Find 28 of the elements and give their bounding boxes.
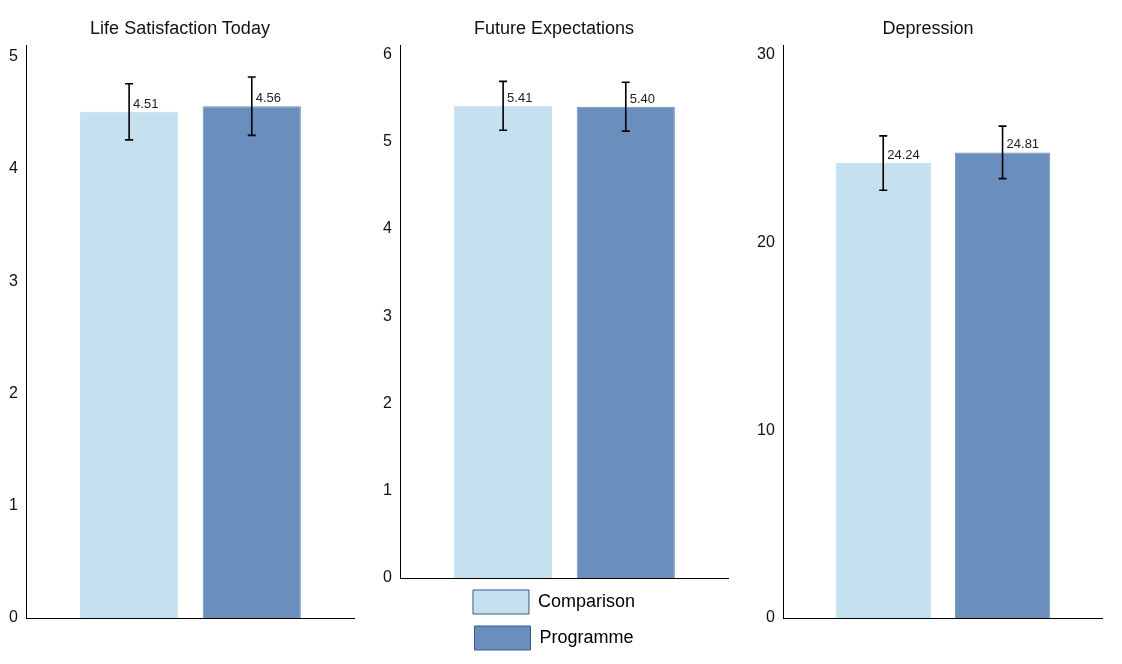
y-tick-label: 1 (382, 481, 392, 499)
y-tick-label: 0 (382, 568, 392, 586)
chart-title: Depression (882, 17, 974, 38)
y-tick-label: 0 (8, 608, 18, 626)
data-label: 24.81 (1006, 136, 1040, 152)
y-tick-label: 4 (382, 219, 392, 237)
data-label: 4.51 (133, 95, 159, 111)
y-tick-label: 2 (8, 383, 18, 401)
y-tick-label: 10 (757, 420, 775, 438)
legend-label: Comparison (537, 590, 636, 611)
y-tick-label: 1 (8, 496, 18, 514)
chart-title: Future Expectations (473, 17, 635, 38)
y-tick-label: 20 (757, 233, 775, 251)
y-tick-label: 5 (8, 47, 18, 65)
y-tick-label: 30 (757, 45, 775, 63)
data-label: 4.56 (255, 90, 282, 106)
y-tick-label: 6 (382, 44, 392, 62)
data-label: 24.24 (887, 147, 920, 163)
y-tick-label: 0 (765, 608, 775, 626)
y-tick-label: 4 (8, 159, 18, 177)
data-label: 5.40 (629, 90, 656, 106)
y-tick-label: 2 (382, 393, 392, 411)
legend-label: Programme (539, 626, 634, 647)
data-label: 5.41 (507, 89, 533, 105)
chart-title: Life Satisfaction Today (90, 17, 270, 38)
y-tick-label: 5 (382, 132, 392, 150)
y-tick-label: 3 (382, 306, 392, 324)
y-tick-label: 3 (8, 271, 18, 289)
